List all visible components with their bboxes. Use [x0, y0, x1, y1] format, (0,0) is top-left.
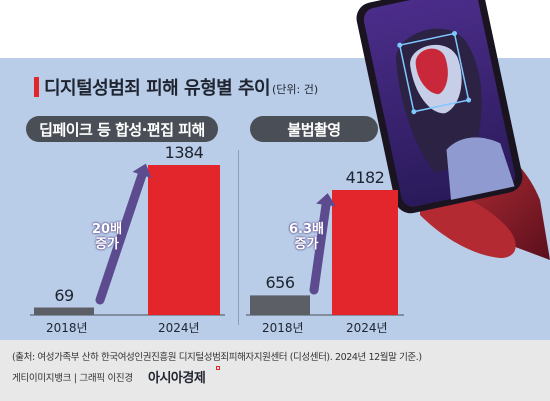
chart-2-growth-label: 6.3배 증가: [289, 222, 324, 252]
chart-1-growth-arrow: [95, 170, 147, 305]
publisher-logo: 아시아경제: [148, 371, 206, 386]
chart-title: 디지털성범죄 피해 유형별 추이: [44, 78, 271, 99]
chart-2-growth-arrow: [309, 200, 331, 295]
chart-1-bar-1: [34, 307, 94, 315]
chart-2-title: 불법촬영: [250, 116, 378, 142]
chart-divider: [238, 150, 239, 325]
title-accent-bar: [34, 77, 39, 97]
chart-1-growth-line-1: 20배: [92, 222, 123, 237]
chart-1-growth-label: 20배 증가: [92, 222, 122, 252]
chart-2-arrow-head-icon: [316, 193, 336, 207]
chart-1-year-2024: 2024년: [158, 321, 200, 335]
chart-2-bar-1: [250, 295, 310, 315]
chart-2-year-2018: 2018년: [262, 321, 304, 335]
chart-1-year-2018: 2018년: [46, 321, 88, 335]
chart-2-bar-2: [332, 190, 398, 315]
chart-1-growth-line-2: 증가: [95, 237, 119, 252]
chart-1-bar-2: [148, 165, 220, 315]
chart-2-year-2024: 2024년: [346, 321, 388, 335]
chart-2-growth-line-1: 6.3배: [289, 222, 324, 237]
chart-2-value-label-1: 656: [265, 273, 295, 293]
chart-1-arrow-head-icon: [132, 163, 152, 179]
unit-label: (단위: 건): [272, 83, 319, 96]
credit-note: 게티이미지뱅크 | 그래픽 이진경: [12, 373, 133, 384]
footer: [0, 340, 550, 401]
source-note: (출처: 여성가족부 산하 한국여성인권진흥원 디지털성범죄피해자지원센터 (디…: [12, 352, 422, 363]
chart-1-value-label-1: 69: [54, 285, 74, 305]
chart-2-value-label-2: 4182: [345, 168, 385, 187]
chart-1-title: 딥페이크 등 합성·편집 피해: [26, 116, 218, 142]
logo-mark-icon: [216, 366, 220, 370]
chart-1-value-label-2: 1384: [164, 143, 204, 162]
chart-2-growth-line-2: 증가: [294, 237, 319, 252]
